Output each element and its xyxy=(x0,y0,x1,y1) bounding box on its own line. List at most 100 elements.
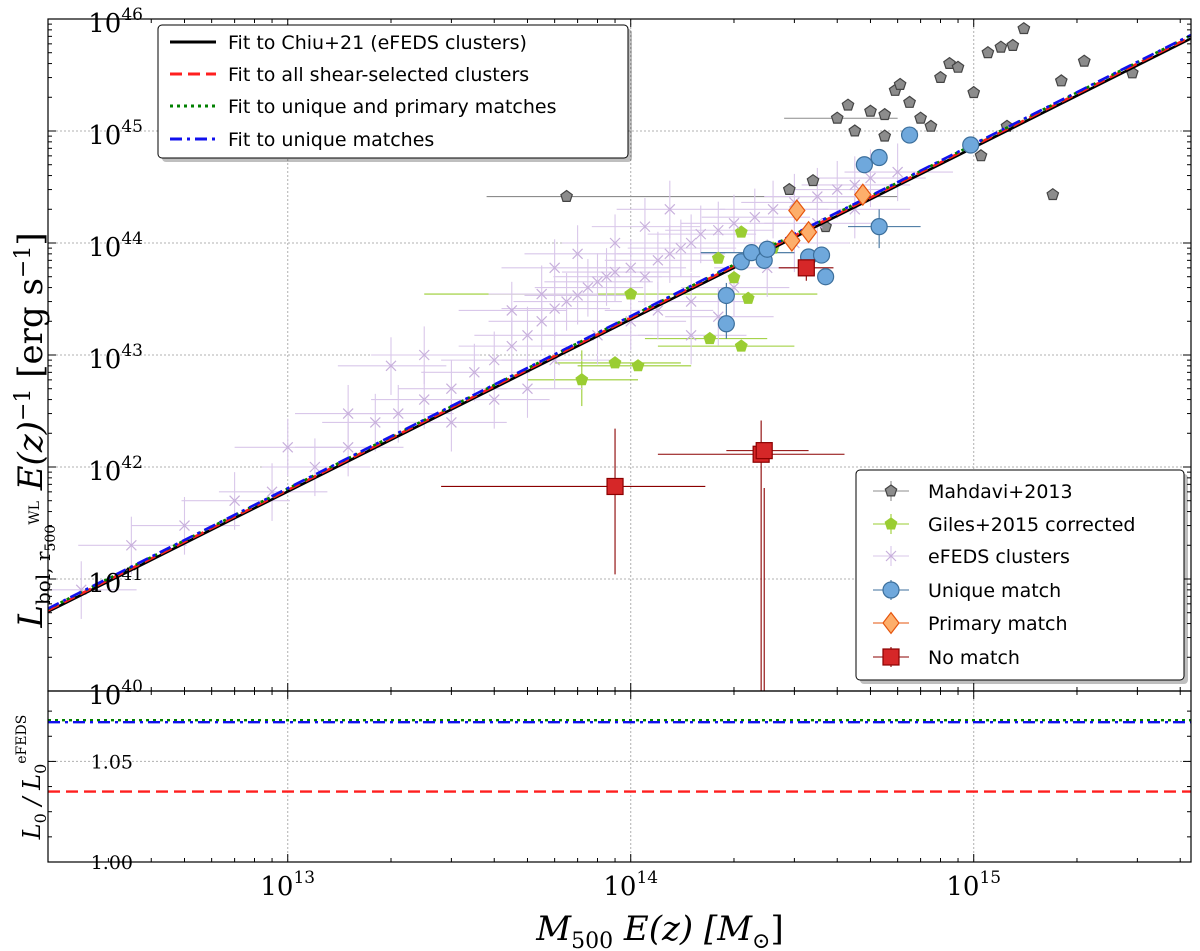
efeds-clusters-point xyxy=(342,408,354,419)
no-match-point xyxy=(797,259,815,277)
legend-data-box xyxy=(855,469,1185,681)
efeds-clusters-point xyxy=(488,354,500,366)
mahdavi-2013-point xyxy=(782,182,796,195)
efeds-clusters-point xyxy=(561,296,572,307)
efeds-clusters-point xyxy=(892,166,904,178)
y-tick-label: 1045 xyxy=(88,117,143,151)
main-markers-back xyxy=(75,21,1139,596)
main-fits xyxy=(48,33,1191,613)
main-ticks xyxy=(47,19,1191,692)
efeds-clusters-point xyxy=(488,394,500,405)
legend-fits-box xyxy=(157,24,629,159)
mahdavi-2013-point xyxy=(981,45,995,59)
y-axis-label: Lbol, r500WL E(z)−1 [erg s−1] xyxy=(11,232,59,628)
mahdavi-2013-point xyxy=(864,104,877,117)
x-axis-label: M500 E(z) [M⊙] xyxy=(535,909,784,951)
mahdavi-2013-point xyxy=(878,129,892,142)
efeds-clusters-point xyxy=(506,340,518,352)
efeds-clusters-point xyxy=(522,383,533,395)
unique-match-point xyxy=(900,126,919,144)
ratio-y-tick-labels: 1.00 1.05 xyxy=(91,751,133,874)
legend-mahdavi-2013-marker xyxy=(884,484,898,497)
mahdavi-2013-point xyxy=(1046,187,1060,201)
primary-match-point xyxy=(799,220,818,244)
unique-match-point xyxy=(870,218,888,236)
efeds-clusters-point xyxy=(685,329,697,341)
ratio-y-tick-label: 1.00 xyxy=(91,852,133,874)
mahdavi-2013-point xyxy=(924,119,938,132)
efeds-clusters-point xyxy=(767,203,779,215)
mahdavi-2013-point xyxy=(893,77,907,91)
ratio-y-tick-label: 1.05 xyxy=(91,751,133,773)
legend-primary-label: Primary match xyxy=(928,613,1068,635)
efeds-clusters-point xyxy=(536,315,548,327)
unique-match-point xyxy=(855,156,873,174)
legend-nomatch-label: No match xyxy=(928,647,1020,669)
giles-2015-corrected-point xyxy=(741,291,755,304)
mahdavi-2013-point xyxy=(1006,38,1020,52)
efeds-clusters-point xyxy=(712,224,724,236)
legend-fits: Fit to Chiu+21 (eFEDS clusters) Fit to a… xyxy=(157,24,632,162)
efeds-clusters-point xyxy=(639,271,651,283)
efeds-clusters-point xyxy=(685,237,697,249)
giles-2015-corrected-point xyxy=(727,270,741,284)
efeds-clusters-point xyxy=(695,228,707,240)
x-tick-labels: 1013 1014 1015 xyxy=(260,868,1001,902)
efeds-clusters-point xyxy=(831,184,843,195)
efeds-clusters-point xyxy=(664,203,676,215)
efeds-clusters-point xyxy=(282,441,294,453)
unique-match-point xyxy=(717,315,735,333)
ratio-frame xyxy=(47,690,1192,863)
efeds-clusters-point xyxy=(468,366,480,378)
primary-match-point xyxy=(783,229,801,253)
efeds-clusters-point xyxy=(369,417,381,428)
efeds-clusters-point xyxy=(811,191,823,202)
efeds-clusters-point xyxy=(675,242,687,254)
fit-line-fit-to-unique-and-primary-matches xyxy=(48,34,1191,611)
efeds-clusters-point xyxy=(522,329,533,341)
efeds-clusters-point xyxy=(639,221,651,233)
legend-efeds-label: eFEDS clusters xyxy=(928,546,1070,568)
mahdavi-2013-point xyxy=(830,111,844,124)
efeds-clusters-point xyxy=(125,539,137,551)
efeds-clusters-point xyxy=(865,172,876,184)
giles-2015-corrected-point xyxy=(608,356,622,369)
unique-match-point xyxy=(962,136,980,154)
efeds-clusters-point xyxy=(385,360,397,372)
legend-fit-chiu-label: Fit to Chiu+21 (eFEDS clusters) xyxy=(228,32,527,54)
y-tick-label: 1040 xyxy=(88,677,143,711)
ratio-y-axis-label: L0 / L0eFEDS xyxy=(14,715,50,841)
primary-match-point xyxy=(788,199,806,222)
efeds-clusters-point xyxy=(849,179,861,191)
giles-2015-corrected-point xyxy=(703,331,717,345)
efeds-clusters-point xyxy=(609,266,621,278)
mahdavi-2013-point xyxy=(841,98,855,111)
unique-match-point xyxy=(812,246,831,264)
primary-match-point xyxy=(854,183,872,207)
legend-unique-label: Unique match xyxy=(928,580,1061,602)
ratio-panel xyxy=(47,690,1192,863)
main-markers-front xyxy=(606,126,980,496)
efeds-clusters-point xyxy=(418,349,430,361)
mahdavi-2013-point xyxy=(560,189,574,202)
mahdavi-2013-point xyxy=(878,107,892,121)
efeds-clusters-point xyxy=(229,495,241,507)
giles-2015-corrected-point xyxy=(624,287,638,300)
legend-fit-all-label: Fit to all shear-selected clusters xyxy=(228,64,529,86)
giles-2015-corrected-point xyxy=(575,373,589,386)
mahdavi-2013-point xyxy=(934,70,947,84)
efeds-clusters-point xyxy=(572,248,584,260)
giles-2015-corrected-point xyxy=(711,251,725,264)
giles-2015-corrected-point xyxy=(734,339,748,352)
y-tick-label: 1041 xyxy=(88,565,143,599)
efeds-clusters-point xyxy=(392,408,404,419)
efeds-clusters-point xyxy=(549,303,561,314)
mahdavi-2013-point xyxy=(1017,21,1031,35)
mahdavi-2013-point xyxy=(994,40,1008,53)
efeds-clusters-point xyxy=(572,290,584,301)
mahdavi-2013-point xyxy=(951,60,965,73)
efeds-clusters-point xyxy=(445,417,457,428)
efeds-clusters-point xyxy=(728,217,740,229)
mahdavi-2013-point xyxy=(848,124,862,137)
efeds-clusters-point xyxy=(536,288,548,300)
